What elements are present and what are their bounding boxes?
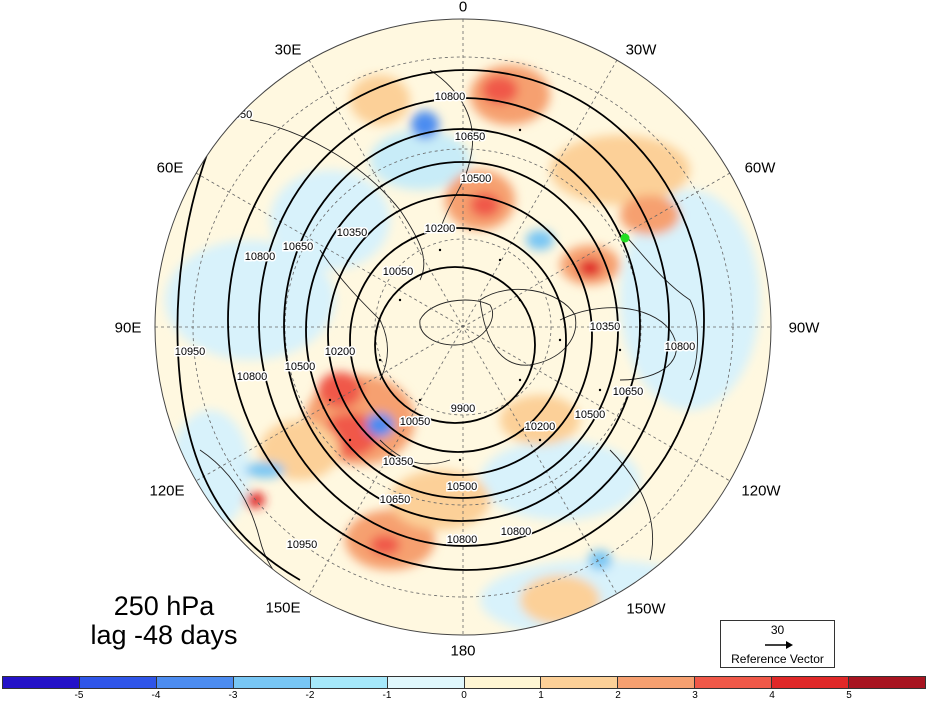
- contour-label: 10800: [665, 341, 696, 353]
- colorbar-box: [541, 677, 619, 688]
- contour-label: 10350: [337, 227, 368, 239]
- colorbar-box: [387, 677, 465, 688]
- contour-label: 10650: [613, 386, 644, 398]
- contour-label: 10050: [400, 416, 431, 428]
- contour-label: 10350: [383, 456, 414, 468]
- reference-vector-magnitude: 30: [770, 623, 785, 637]
- wind-vectors: [328, 128, 622, 462]
- reference-vector-label: Reference Vector: [731, 652, 824, 666]
- title-level: 250 hPa: [113, 591, 215, 621]
- contour-label: 10500: [285, 361, 316, 373]
- reference-vector-box: 30 Reference Vector: [720, 620, 835, 668]
- colorbar-box: [772, 677, 850, 688]
- lon-label-90w: 90W: [788, 319, 820, 337]
- contour-label: 10200: [325, 346, 356, 358]
- height-contours: [176, 69, 705, 581]
- lon-label-150e: 150E: [265, 599, 301, 617]
- contour-label: 10800: [245, 251, 276, 263]
- contour-label: 10800: [501, 526, 532, 538]
- colorbar: [2, 676, 926, 689]
- lon-label-180: 180: [450, 642, 476, 660]
- colorbar-label: -1: [382, 690, 392, 701]
- colorbar-label: 2: [615, 690, 621, 701]
- contour-label: 10650: [283, 241, 314, 253]
- colorbar-label: 3: [692, 690, 698, 701]
- contour-label: 10500: [461, 173, 492, 185]
- contour-label: 9900: [451, 403, 475, 415]
- colorbar-box: [618, 677, 696, 688]
- contour-label: 10500: [447, 481, 478, 493]
- colorbar-label: -2: [305, 690, 315, 701]
- colorbar-label: -4: [151, 690, 161, 701]
- colorbar-box: [233, 677, 311, 688]
- title-lag: lag -48 days: [90, 620, 238, 650]
- contour-label: 10950: [175, 346, 206, 358]
- colorbar-box: [3, 677, 80, 688]
- contour-label: 10800: [237, 371, 268, 383]
- contour-label: 10200: [425, 223, 456, 235]
- lon-label-30e: 30E: [274, 41, 302, 59]
- colorbar-box: [156, 677, 234, 688]
- colorbar-label: 4: [769, 690, 775, 701]
- location-marker: [620, 233, 630, 243]
- colorbar-label: -3: [228, 690, 238, 701]
- colorbar-box: [695, 677, 773, 688]
- colorbar-box: [464, 677, 542, 688]
- lon-label-0: 0: [458, 0, 468, 16]
- lon-label-30w: 30W: [625, 41, 657, 59]
- lon-label-150w: 150W: [626, 600, 666, 618]
- contour-label: 10650: [455, 131, 486, 143]
- graticule: [155, 19, 771, 635]
- colorbar-label: 1: [538, 690, 544, 701]
- lon-label-120e: 120E: [149, 482, 185, 500]
- lon-label-60w: 60W: [744, 159, 776, 177]
- title-block: 250 hPa lag -48 days: [80, 592, 248, 650]
- contour-label: 10200: [525, 421, 556, 433]
- contour-label: 10800: [447, 534, 478, 546]
- contour-label: 10950: [222, 109, 253, 121]
- contour-label: 10350: [590, 321, 621, 333]
- contour-label: 10800: [435, 91, 466, 103]
- colorbar-box: [849, 677, 926, 688]
- colorbar-label: 5: [846, 690, 852, 701]
- colorbar-label: -5: [74, 690, 84, 701]
- arrow-right-icon: [765, 641, 793, 649]
- contour-label: 10650: [380, 494, 411, 506]
- map-border: [154, 18, 772, 636]
- contour-label: 10050: [383, 266, 414, 278]
- contour-label: 10950: [287, 539, 318, 551]
- lon-label-120w: 120W: [741, 482, 781, 500]
- colorbar-box: [79, 677, 157, 688]
- lon-label-60e: 60E: [156, 159, 184, 177]
- lon-label-90e: 90E: [114, 319, 142, 337]
- contour-label: 10500: [575, 409, 606, 421]
- colorbar-label: 0: [461, 690, 467, 701]
- contour-label-group: 10800 10650 10500 10350 10200 10050 9900…: [173, 90, 697, 553]
- colorbar-box: [310, 677, 388, 688]
